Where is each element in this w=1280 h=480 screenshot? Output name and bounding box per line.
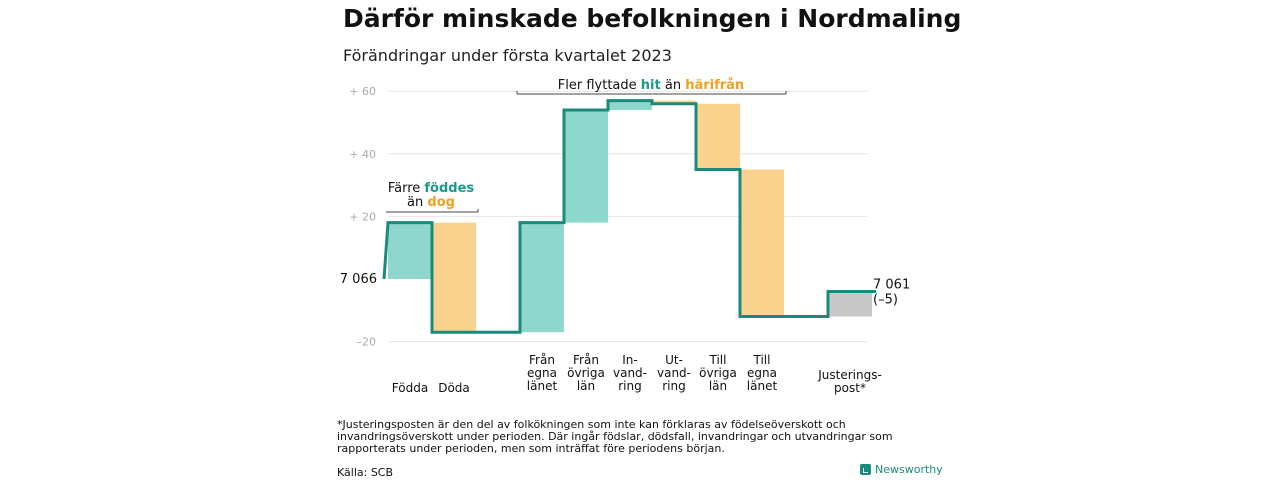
- end-change-label: (–5): [873, 293, 898, 308]
- category-label: övriga: [567, 366, 605, 380]
- waterfall-bar: [564, 109, 608, 223]
- end-value-label: 7 061: [873, 278, 910, 293]
- waterfall-bar: [608, 100, 652, 110]
- category-label: Till: [753, 353, 771, 367]
- y-tick-label: + 40: [349, 148, 376, 161]
- category-label: Ut-: [665, 353, 683, 367]
- category-label: ring: [618, 379, 642, 393]
- category-label: länet: [527, 379, 558, 393]
- waterfall-bar: [740, 169, 784, 317]
- waterfall-bar: [520, 222, 564, 333]
- category-label: län: [577, 379, 595, 393]
- waterfall-bar: [828, 291, 872, 317]
- category-label: övriga: [699, 366, 737, 380]
- category-label: vand-: [613, 366, 647, 380]
- cumulative-step-line: [382, 99, 876, 334]
- births-highlight: föddes: [424, 181, 474, 196]
- y-tick-label: + 20: [349, 210, 376, 223]
- source-label: Källa: SCB: [337, 466, 394, 479]
- category-label: ring: [662, 379, 686, 393]
- newsworthy-logo: Newsworthy: [860, 463, 943, 476]
- category-label: vand-: [657, 366, 691, 380]
- y-tick-label: + 60: [349, 85, 376, 98]
- category-label: Från: [573, 353, 599, 367]
- category-label: In-: [622, 353, 637, 367]
- category-label: egna: [747, 366, 777, 380]
- chart-title: Därför minskade befolkningen i Nordmalin…: [343, 4, 962, 33]
- category-label: Från: [529, 353, 555, 367]
- category-label: länet: [747, 379, 778, 393]
- category-label: län: [709, 379, 727, 393]
- moves-annotation: Fler flyttade hit än härifrån: [558, 78, 744, 93]
- moves-annotation-mid: än: [661, 78, 685, 93]
- y-tick-label: –20: [357, 336, 377, 349]
- deaths-highlight: dog: [427, 195, 455, 210]
- newsworthy-logo-text: Newsworthy: [875, 463, 943, 476]
- category-label: Födda: [392, 381, 428, 395]
- category-label: Döda: [438, 381, 470, 395]
- chart-subtitle: Förändringar under första kvartalet 2023: [343, 46, 672, 65]
- category-label: Till: [709, 353, 727, 367]
- category-label: egna: [527, 366, 557, 380]
- births-annotation-line2: än dog: [407, 195, 455, 210]
- waterfall-bar: [432, 222, 476, 333]
- moves-harifran-highlight: härifrån: [685, 78, 744, 93]
- start-value-label: 7 066: [340, 272, 377, 287]
- newsworthy-logo-icon: [860, 464, 871, 475]
- births-annotation-line1: Färre föddes: [388, 181, 475, 196]
- waterfall-bar: [652, 100, 696, 104]
- footnote: *Justeringsposten är den del av folkökni…: [337, 418, 893, 455]
- waterfall-bar: [696, 103, 740, 170]
- category-label: Justerings-: [817, 368, 882, 382]
- waterfall-bar: [388, 222, 432, 279]
- moves-hit-highlight: hit: [641, 78, 661, 93]
- category-label: post*: [834, 381, 866, 395]
